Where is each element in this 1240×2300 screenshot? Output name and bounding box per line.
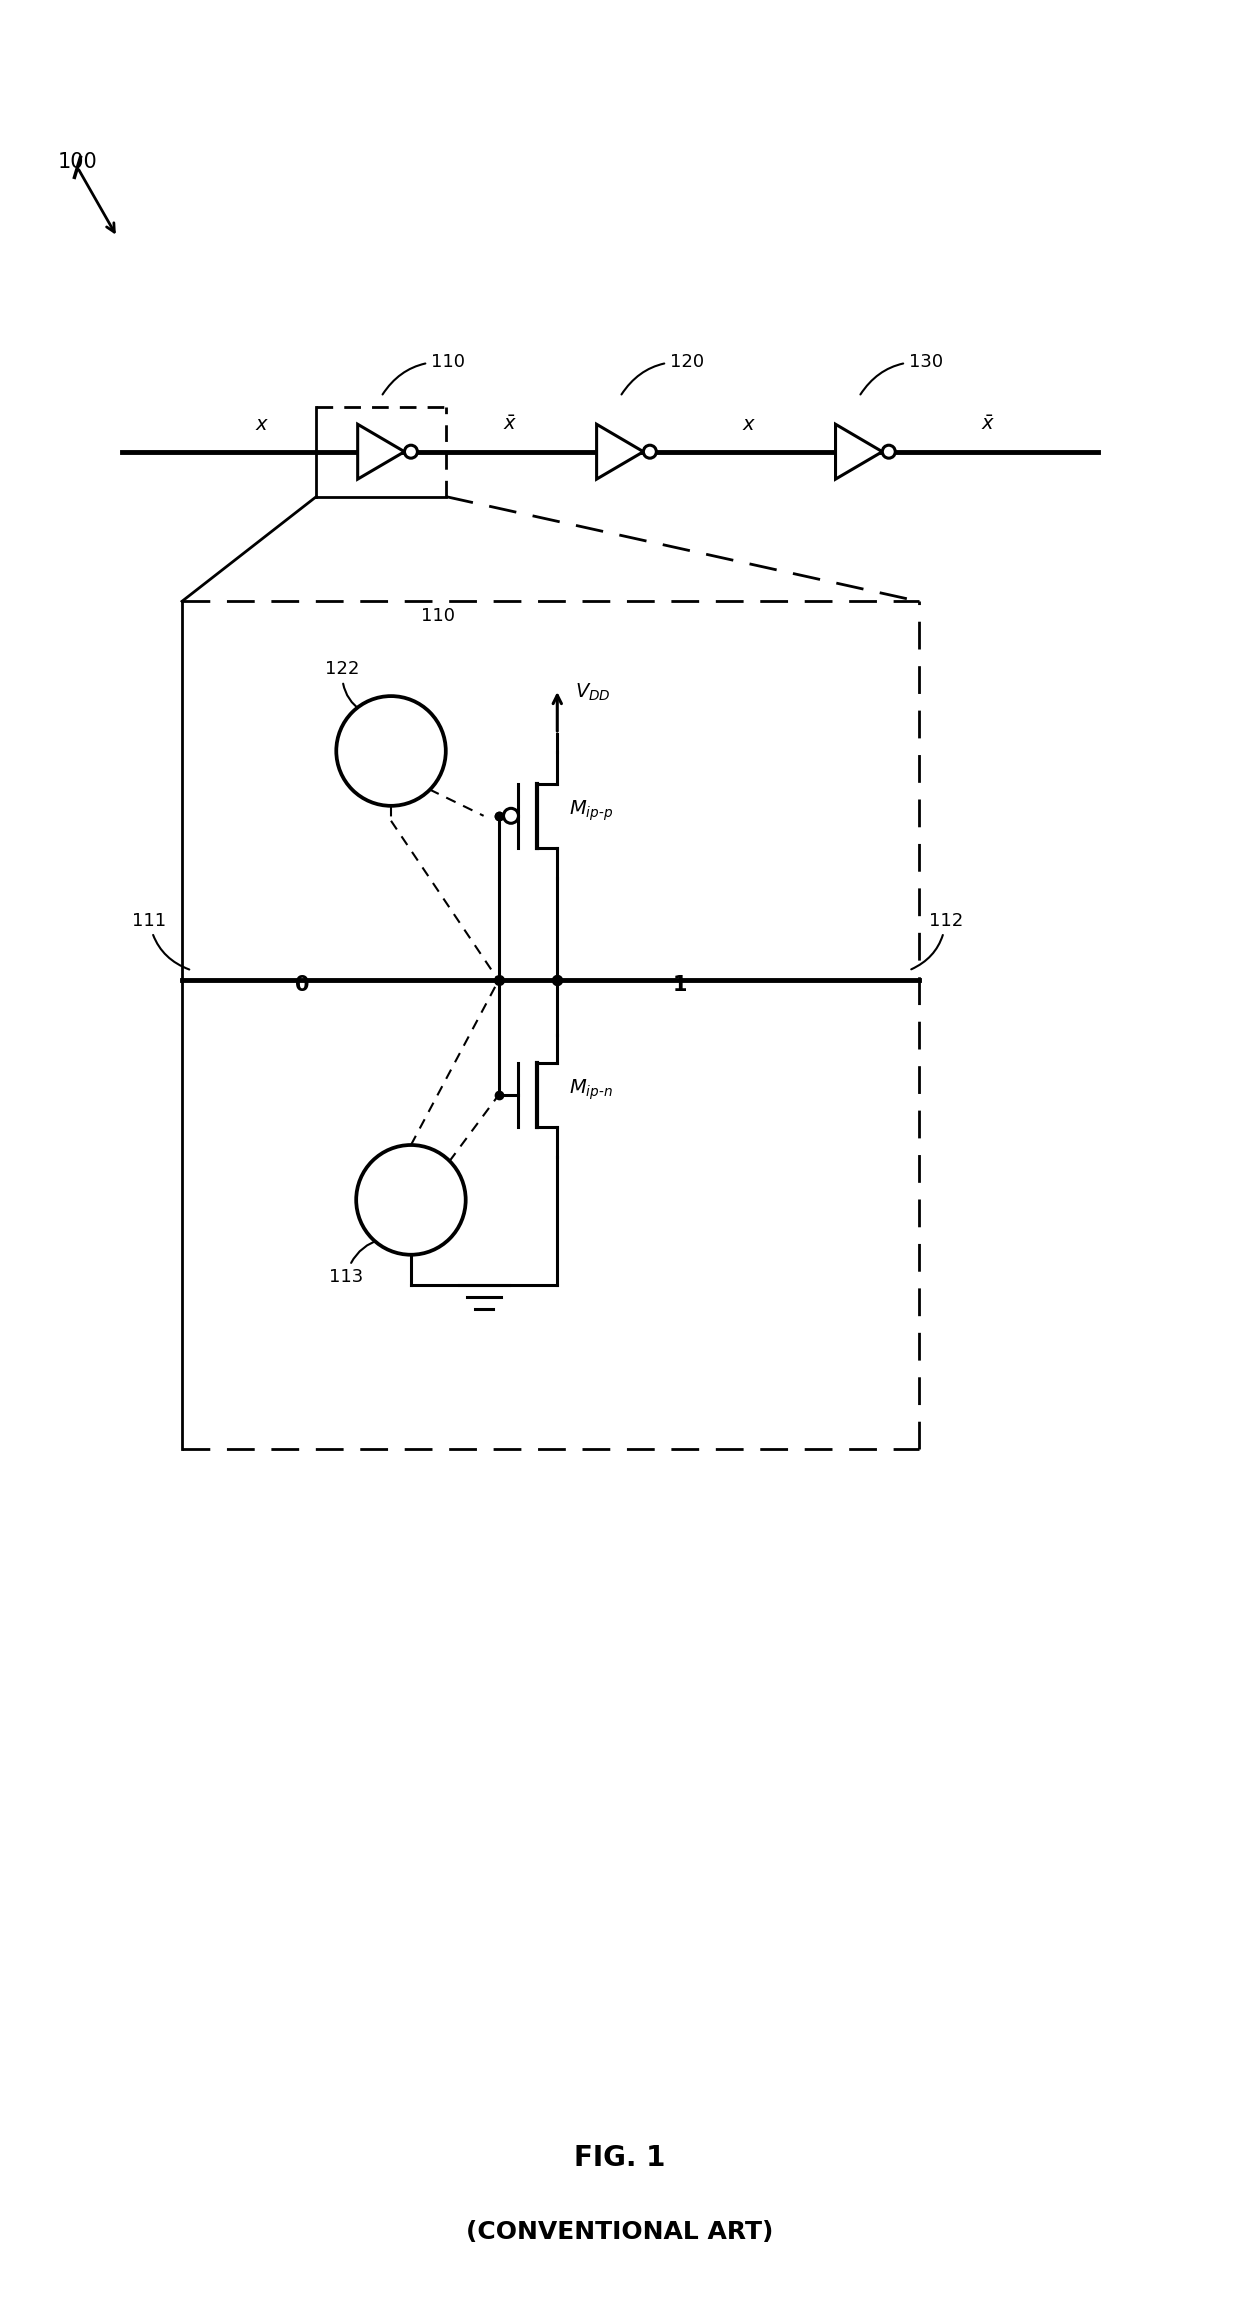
Text: 110: 110: [383, 352, 465, 396]
Text: 110: 110: [420, 607, 455, 626]
Text: $x$: $x$: [743, 414, 756, 435]
Polygon shape: [596, 423, 644, 478]
Text: FIG. 1: FIG. 1: [574, 2144, 666, 2171]
Text: $M_{ip\text{-}n}$: $M_{ip\text{-}n}$: [569, 1079, 613, 1102]
Text: $V_{gs}$: $V_{gs}$: [372, 734, 401, 757]
Text: $x$: $x$: [254, 414, 269, 435]
Circle shape: [356, 1145, 466, 1256]
Text: $\bar{x}$: $\bar{x}$: [981, 414, 996, 435]
Text: $V_{DD}$: $V_{DD}$: [575, 681, 611, 704]
Text: $\mathbf{1}$: $\mathbf{1}$: [672, 975, 687, 996]
Text: 113: 113: [329, 1240, 381, 1286]
Circle shape: [404, 446, 418, 458]
Text: $V_{gs}$: $V_{gs}$: [392, 1182, 420, 1208]
Circle shape: [503, 807, 518, 823]
Text: 130: 130: [861, 352, 942, 396]
Text: 112: 112: [911, 911, 963, 968]
Text: $\bar{x}$: $\bar{x}$: [503, 414, 517, 435]
Text: 100: 100: [57, 152, 97, 172]
Circle shape: [883, 446, 895, 458]
Text: 111: 111: [133, 911, 190, 971]
Text: (CONVENTIONAL ART): (CONVENTIONAL ART): [466, 2220, 774, 2245]
Polygon shape: [357, 423, 404, 478]
Polygon shape: [836, 423, 883, 478]
Text: $M_{ip\text{-}p}$: $M_{ip\text{-}p}$: [569, 798, 614, 823]
Circle shape: [336, 697, 446, 805]
Text: 120: 120: [621, 352, 704, 396]
Circle shape: [644, 446, 656, 458]
Text: 122: 122: [325, 660, 361, 711]
Text: $\mathbf{0}$: $\mathbf{0}$: [294, 975, 309, 996]
